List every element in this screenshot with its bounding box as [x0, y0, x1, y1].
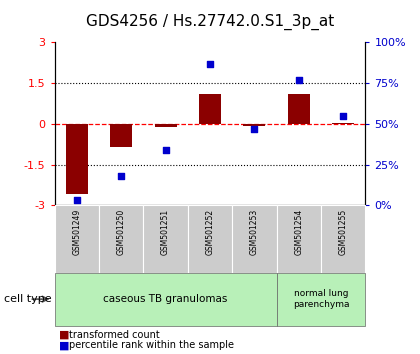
Bar — [66, 124, 88, 194]
Point — [118, 173, 125, 179]
Text: GDS4256 / Hs.27742.0.S1_3p_at: GDS4256 / Hs.27742.0.S1_3p_at — [86, 14, 334, 30]
Text: caseous TB granulomas: caseous TB granulomas — [103, 294, 228, 304]
Point — [295, 77, 302, 83]
Bar — [243, 124, 265, 126]
Bar — [199, 94, 221, 124]
Point — [207, 61, 213, 67]
Text: transformed count: transformed count — [69, 330, 160, 339]
Text: ■: ■ — [59, 340, 69, 350]
Text: GSM501250: GSM501250 — [117, 209, 126, 255]
Text: GSM501249: GSM501249 — [72, 209, 81, 255]
Text: GSM501254: GSM501254 — [294, 209, 303, 255]
Text: ■: ■ — [59, 330, 69, 339]
Text: GSM501255: GSM501255 — [339, 209, 348, 255]
Text: GSM501252: GSM501252 — [205, 209, 215, 255]
Text: normal lung
parenchyma: normal lung parenchyma — [293, 290, 349, 309]
Bar — [332, 122, 354, 124]
Text: cell type: cell type — [4, 294, 52, 304]
Bar — [288, 94, 310, 124]
Bar — [110, 124, 132, 147]
Point — [340, 113, 346, 119]
Text: GSM501251: GSM501251 — [161, 209, 170, 255]
Point — [251, 126, 258, 132]
Text: percentile rank within the sample: percentile rank within the sample — [69, 340, 234, 350]
Point — [162, 147, 169, 153]
Text: GSM501253: GSM501253 — [250, 209, 259, 255]
Point — [74, 198, 80, 203]
Bar — [155, 124, 177, 127]
